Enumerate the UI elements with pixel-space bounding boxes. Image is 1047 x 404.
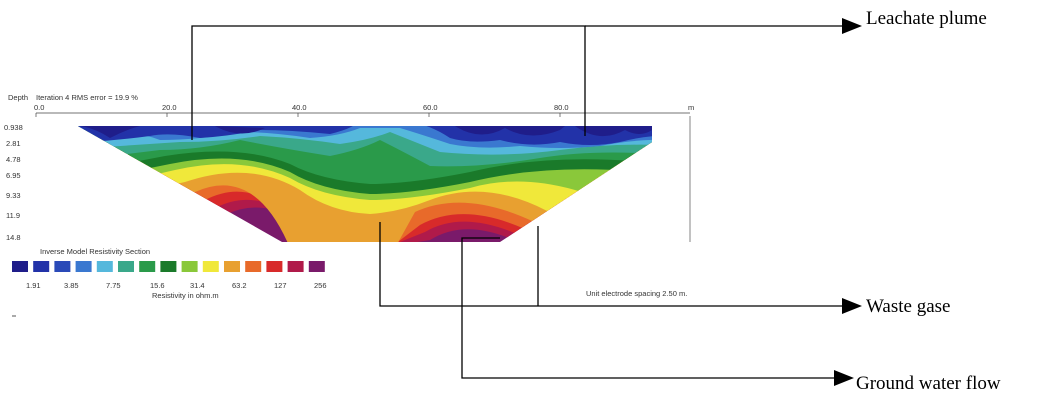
band-darkblue-left <box>78 126 360 142</box>
x-tick-marks <box>35 113 561 117</box>
groundwater-line <box>461 237 834 379</box>
color-scale-swatch <box>139 261 156 272</box>
depth-tick-label: 14.8 <box>6 233 21 242</box>
x-unit-label: m <box>688 103 694 112</box>
depth-tick-label: 11.9 <box>6 211 20 220</box>
depth-tick-label: 2.81 <box>6 139 21 148</box>
color-scale-tick: 3.85 <box>64 281 79 290</box>
arrowheads <box>834 18 862 386</box>
iteration-text: Iteration 4 RMS error = 19.9 % <box>36 93 138 102</box>
groundwater-flow-label: Ground water flow <box>856 373 1001 394</box>
waste-gas-arrowhead <box>842 298 862 314</box>
x-tick-label: 40.0 <box>292 103 307 112</box>
color-scale-swatch <box>75 261 92 272</box>
electrode-spacing-label: Unit electrode spacing 2.50 m. <box>586 289 687 298</box>
color-scale-tick: 7.75 <box>106 281 121 290</box>
waste-gas-line <box>379 222 842 307</box>
section-title: Inverse Model Resistivity Section <box>40 247 150 256</box>
x-tick-label: 60.0 <box>423 103 438 112</box>
waste-gas-label: Waste gase <box>866 296 950 317</box>
color-scale-swatch <box>245 261 262 272</box>
color-scale-swatch <box>202 261 219 272</box>
band-navy <box>215 126 265 134</box>
color-scale-swatch <box>266 261 283 272</box>
callout-lines <box>191 25 842 379</box>
x-tick-label: 20.0 <box>162 103 177 112</box>
color-scale-swatch <box>96 261 113 272</box>
depth-tick-label: 0.938 <box>4 123 23 132</box>
color-scale-tick: 127 <box>274 281 287 290</box>
resistivity-unit-label: Resistivity in ohm.m <box>152 291 219 300</box>
x-tick-label: 80.0 <box>554 103 569 112</box>
color-scale-ticks: 1.91 3.85 7.75 15.6 31.4 63.2 127 256 <box>26 281 327 290</box>
leachate-plume-label: Leachate plume <box>866 8 987 29</box>
leachate-bracket-line <box>191 25 586 140</box>
band-navy <box>575 126 652 137</box>
depth-label: Depth <box>8 93 28 102</box>
resistivity-section <box>78 126 652 242</box>
color-scale-swatch <box>224 261 240 272</box>
color-scale-swatch <box>287 261 304 272</box>
band-navy <box>80 126 140 138</box>
color-scale-swatch <box>181 261 198 272</box>
color-scale-swatch <box>54 261 71 272</box>
color-scale-tick: 1.91 <box>26 281 41 290</box>
x-tick-label: 0.0 <box>34 103 44 112</box>
color-scale-swatch <box>308 261 325 272</box>
band-navy <box>455 126 565 136</box>
color-scale-tick: 63.2 <box>232 281 247 290</box>
color-scale-tick: 15.6 <box>150 281 165 290</box>
leachate-arrowhead <box>842 18 862 34</box>
color-scale-tick: 31.4 <box>190 281 205 290</box>
color-scale-swatch <box>12 261 28 272</box>
color-scale-swatch <box>118 261 134 272</box>
color-scale-tick: 256 <box>314 281 327 290</box>
depth-tick-label: 9.33 <box>6 191 21 200</box>
color-scale-swatch <box>160 261 177 272</box>
color-scale-swatch <box>33 261 50 272</box>
depth-tick-label: 6.95 <box>6 171 21 180</box>
color-scale-swatches <box>12 261 325 272</box>
depth-tick-label: 4.78 <box>6 155 21 164</box>
groundwater-arrowhead <box>834 370 854 386</box>
